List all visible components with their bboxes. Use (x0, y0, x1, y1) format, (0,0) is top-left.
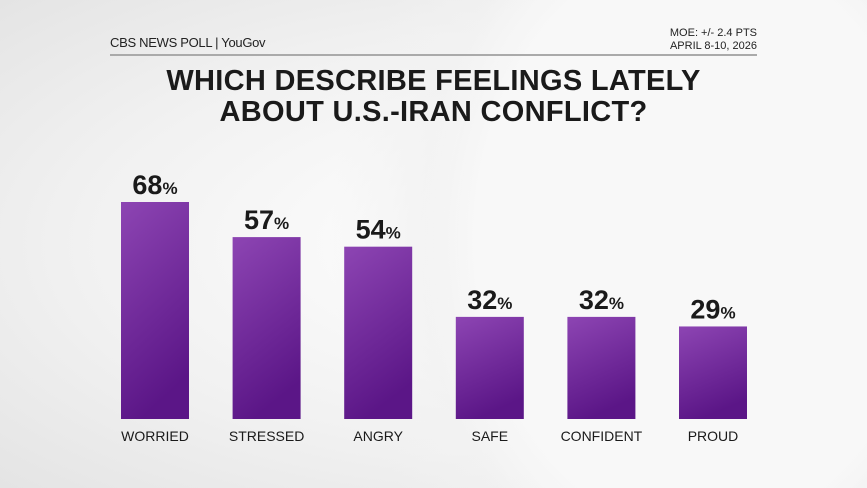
bar-confident (567, 316, 636, 419)
category-label: STRESSED (229, 428, 304, 444)
category-label: SAFE (472, 428, 509, 444)
value-label: 68% (132, 170, 177, 200)
title-line-1: WHICH DESCRIBE FEELINGS LATELY (166, 65, 701, 97)
title-line-2: ABOUT U.S.-IRAN CONFLICT? (219, 96, 648, 128)
bar-proud (679, 326, 747, 419)
bar-stressed (232, 237, 301, 419)
value-label: 29% (690, 294, 735, 324)
value-label: 32% (467, 285, 512, 315)
poll-dates: APRIL 8-10, 2026 (669, 40, 757, 52)
bar-safe (455, 316, 524, 419)
logo-text: CBS NEWS POLL | YouGov (110, 35, 266, 50)
value-label: 57% (244, 205, 289, 235)
category-label: ANGRY (353, 428, 403, 444)
value-label: 54% (356, 215, 401, 245)
bar-angry (344, 246, 413, 419)
value-label: 32% (579, 285, 624, 315)
category-label: WORRIED (121, 428, 189, 444)
bar-worried (121, 202, 189, 419)
cbs-yougov-logo: CBS NEWS POLL | YouGov (110, 35, 266, 50)
margin-of-error: MOE: +/- 2.4 PTS (669, 27, 757, 39)
chart-title: WHICH DESCRIBE FEELINGS LATELY ABOUT U.S… (0, 66, 867, 128)
category-label: CONFIDENT (561, 428, 643, 444)
poll-info: MOE: +/- 2.4 PTS APRIL 8-10, 2026 (670, 27, 757, 53)
header-divider (110, 54, 757, 56)
category-label: PROUD (688, 428, 739, 444)
